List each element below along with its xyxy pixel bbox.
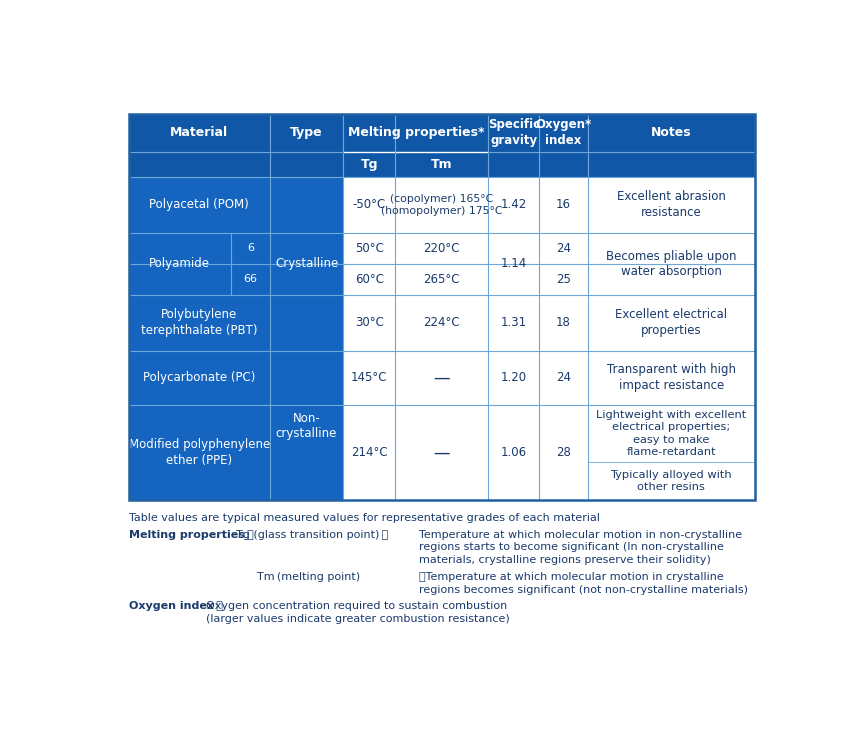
Text: Tg: Tg	[360, 158, 378, 171]
Text: Tg (glass transition point) ：: Tg (glass transition point) ：	[235, 529, 388, 540]
Text: 50°C: 50°C	[355, 242, 383, 255]
Text: Tm: Tm	[431, 158, 453, 171]
Bar	[343, 294, 755, 351]
Text: Tm (melting point): Tm (melting point)	[257, 572, 360, 582]
Bar	[128, 233, 231, 294]
Bar	[128, 114, 755, 153]
Bar	[270, 177, 343, 351]
Text: Typically alloyed with
other resins: Typically alloyed with other resins	[610, 470, 732, 492]
Text: 265°C: 265°C	[424, 273, 460, 285]
Bar	[128, 114, 755, 501]
Bar	[343, 405, 755, 501]
Text: Non-
crystalline: Non- crystalline	[276, 411, 337, 439]
Text: 224°C: 224°C	[424, 316, 461, 329]
Text: 18: 18	[556, 316, 571, 329]
Text: (copolymer) 165°C
(homopolymer) 175°C: (copolymer) 165°C (homopolymer) 175°C	[381, 194, 502, 216]
Text: Lightweight with excellent
electrical properties;
easy to make
flame-retardant: Lightweight with excellent electrical pr…	[596, 410, 746, 457]
Text: Temperature at which molecular motion in non-crystalline
regions starts to becom: Temperature at which molecular motion in…	[419, 529, 742, 565]
Bar	[128, 114, 755, 501]
Text: 1.42: 1.42	[501, 199, 527, 211]
Text: 1.31: 1.31	[501, 316, 527, 329]
Text: Polycarbonate (PC): Polycarbonate (PC)	[143, 371, 255, 384]
Text: Type: Type	[290, 126, 323, 140]
Text: 1.20: 1.20	[501, 371, 527, 384]
Text: 145°C: 145°C	[351, 371, 388, 384]
Text: Polybutylene
terephthalate (PBT): Polybutylene terephthalate (PBT)	[141, 308, 258, 337]
Text: 1.14: 1.14	[501, 257, 527, 270]
Text: 60°C: 60°C	[355, 273, 383, 285]
Bar	[343, 263, 755, 294]
Text: Melting properties ：: Melting properties ：	[128, 529, 253, 540]
Text: Oxygen*
index: Oxygen* index	[535, 119, 591, 147]
Text: ：Temperature at which molecular motion in crystalline
regions becomes significan: ：Temperature at which molecular motion i…	[419, 572, 748, 595]
Text: 220°C: 220°C	[424, 242, 460, 255]
Text: Oxygen index ：: Oxygen index ：	[128, 601, 223, 611]
Text: Transparent with high
impact resistance: Transparent with high impact resistance	[607, 363, 735, 393]
Bar	[343, 351, 755, 405]
Bar	[343, 233, 755, 263]
Bar	[128, 177, 270, 233]
Text: 28: 28	[556, 446, 571, 459]
Text: Excellent electrical
properties: Excellent electrical properties	[615, 308, 728, 337]
Bar	[128, 153, 755, 177]
Text: Polyacetal (POM): Polyacetal (POM)	[149, 199, 249, 211]
Text: Melting properties*: Melting properties*	[348, 126, 484, 140]
Text: Table values are typical measured values for representative grades of each mater: Table values are typical measured values…	[128, 513, 600, 522]
Bar	[231, 233, 270, 263]
Text: 66: 66	[243, 274, 258, 284]
Text: 30°C: 30°C	[355, 316, 383, 329]
Text: -50°C: -50°C	[353, 199, 386, 211]
Text: Crystalline: Crystalline	[275, 257, 338, 270]
Text: Material: Material	[170, 126, 229, 140]
Text: 16: 16	[556, 199, 571, 211]
Text: Modified polyphenylene
ether (PPE): Modified polyphenylene ether (PPE)	[128, 438, 270, 467]
Text: 24: 24	[556, 371, 571, 384]
Text: 24: 24	[556, 242, 571, 255]
Text: Specific
gravity: Specific gravity	[488, 119, 540, 147]
Bar	[231, 263, 270, 294]
Text: Becomes pliable upon
water absorption: Becomes pliable upon water absorption	[606, 250, 736, 278]
Text: 6: 6	[247, 243, 254, 254]
Bar	[343, 177, 755, 233]
Text: 1.06: 1.06	[501, 446, 527, 459]
Text: Oxygen concentration required to sustain combustion
(larger values indicate grea: Oxygen concentration required to sustain…	[206, 601, 510, 624]
Text: 214°C: 214°C	[351, 446, 388, 459]
Bar	[128, 351, 270, 405]
Bar	[270, 351, 343, 501]
Text: Notes: Notes	[651, 126, 692, 140]
Bar	[128, 405, 270, 501]
Text: 25: 25	[556, 273, 571, 285]
Text: Excellent abrasion
resistance: Excellent abrasion resistance	[617, 190, 726, 220]
Text: —: —	[433, 443, 450, 461]
Bar	[128, 294, 270, 351]
Text: Polyamide: Polyamide	[149, 257, 211, 270]
Text: —: —	[433, 368, 450, 387]
